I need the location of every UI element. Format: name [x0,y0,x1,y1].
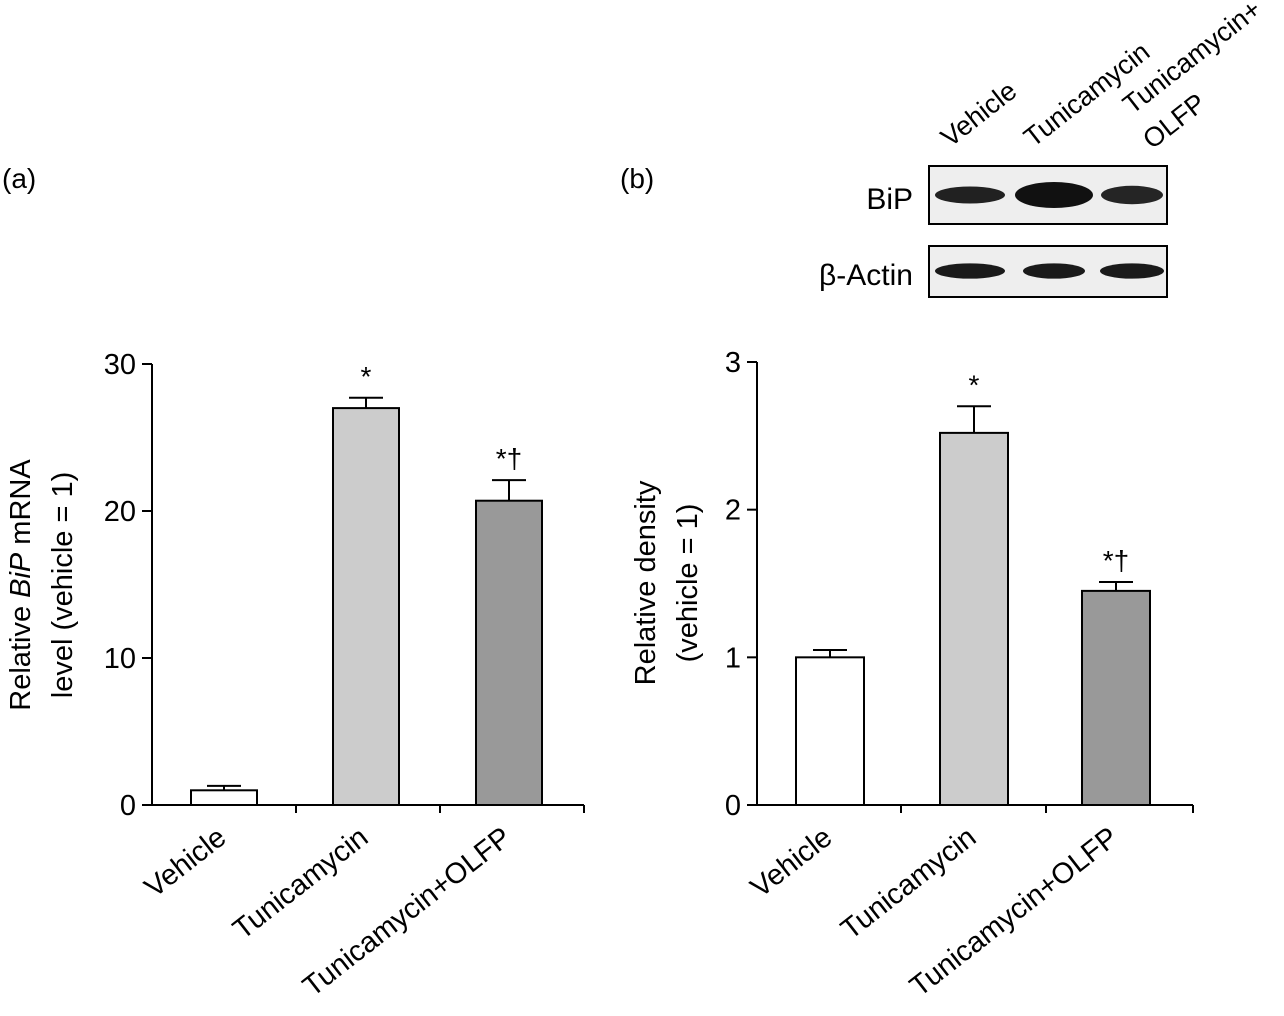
chart-a: Relative BiP mRNA level (vehicle = 1) 0 1… [5,349,585,1003]
chart-b-category-label: Tunicamycin [835,821,982,946]
blot-band [935,186,1005,204]
chart-a-ylabel-line1: Relative BiP mRNA [5,459,37,711]
chart-b-bar [1081,589,1151,807]
panel-label-b: (b) [620,163,654,194]
chart-a-category-label: Vehicle [139,821,232,904]
chart-a-significance-label: *† [496,443,522,474]
blot-band [935,263,1005,279]
blot-band [1101,185,1163,205]
chart-b-ytick-label: 2 [725,495,741,527]
western-blot: Vehicle Tunicamycin Tunicamycin+ OLFP Bi… [819,0,1267,298]
chart-b-category-label: Vehicle [745,821,838,904]
chart-b-ytick-label: 0 [725,790,741,822]
chart-a-ytick-label: 30 [104,349,136,381]
chart-a-significance-label: * [361,361,372,392]
chart-a-bar [332,407,400,806]
chart-b: Relative density (vehicle = 1) 0 1 2 3 Vehic… [630,347,1194,1003]
blot-band [1023,263,1085,279]
blot-row-label-actin: β-Actin [819,259,913,292]
chart-a-bar [475,499,543,806]
chart-b-ytick-label: 1 [725,642,741,674]
chart-a-category-label: Tunicamycin [227,821,374,946]
chart-b-bar [795,656,865,806]
chart-a-ytick-label: 0 [120,790,136,822]
chart-b-ytick-label: 3 [725,347,741,379]
blot-row-label-bip: BiP [866,183,913,216]
chart-b-significance-label: *† [1103,545,1129,576]
chart-b-significance-label: * [969,369,980,400]
panel-label-a: (a) [2,163,36,194]
blot-lane-label-vehicle: Vehicle [935,75,1022,152]
blot-band [1015,182,1093,208]
blot-band [1100,263,1164,279]
chart-a-ytick-label: 10 [104,643,136,675]
chart-a-ylabel-line2: level (vehicle = 1) [47,472,79,698]
chart-a-ytick-label: 20 [104,496,136,528]
chart-a-bar [190,789,258,806]
blot-bands [935,182,1164,279]
chart-b-bar [939,431,1009,806]
chart-b-ylabel-line2: (vehicle = 1) [672,504,704,663]
chart-b-ylabel-line1: Relative density [630,480,662,685]
